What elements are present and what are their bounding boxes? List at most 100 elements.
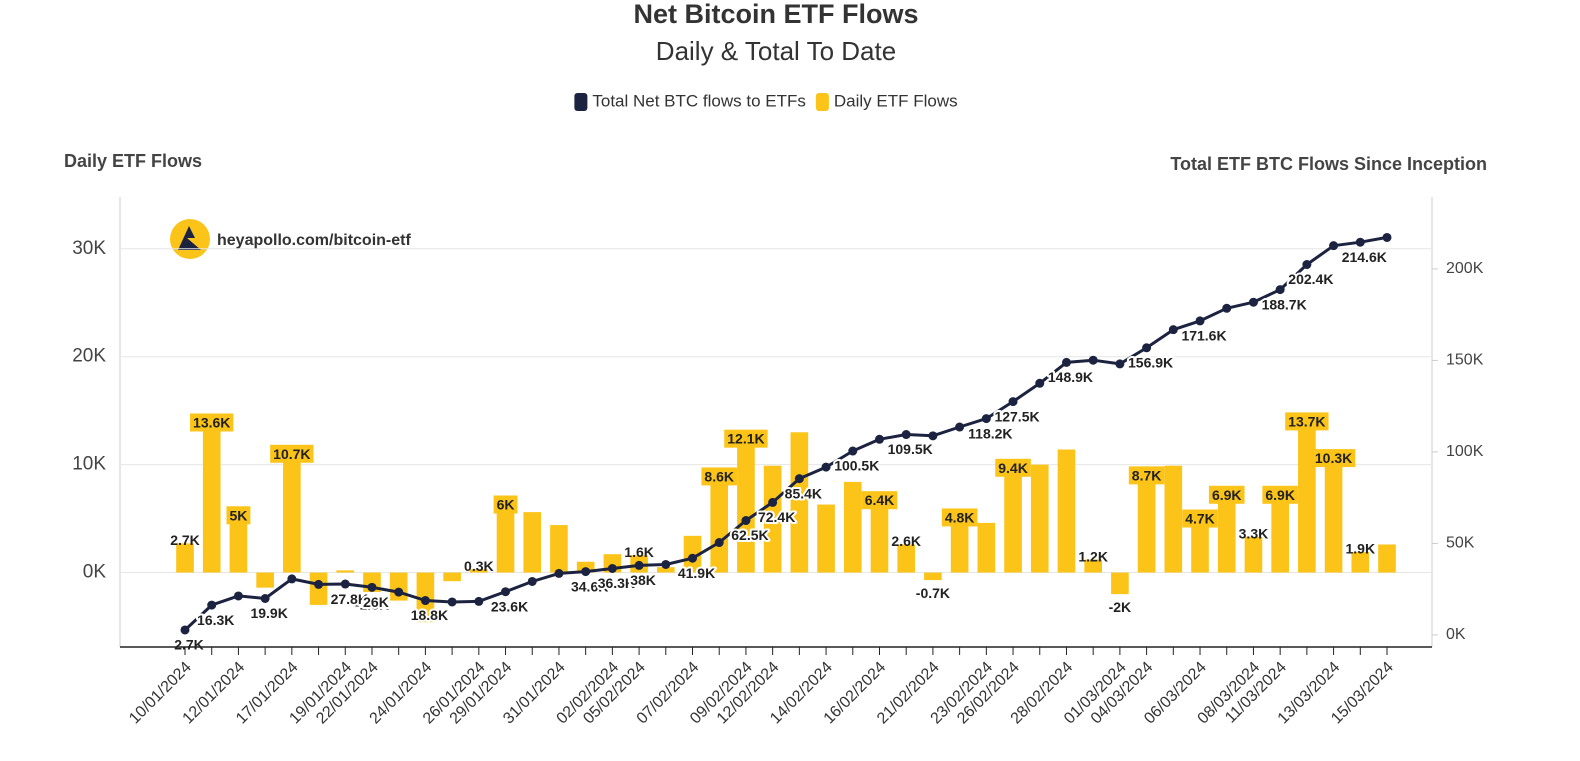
bar (1030, 464, 1049, 573)
line-data-label: 27.8K (331, 591, 368, 607)
bar (843, 481, 862, 573)
line-data-label: 85.4K (785, 485, 822, 501)
line-series (180, 232, 1392, 635)
bar (550, 525, 568, 573)
bar (1111, 572, 1129, 595)
bar-data-label-bg (861, 491, 898, 510)
line-marker (794, 474, 804, 484)
bar-data-label: 4.7K (1185, 511, 1215, 527)
bar (1057, 449, 1076, 573)
line-marker (874, 434, 884, 444)
bar-data-label: 2.7K (170, 532, 200, 548)
y-tick-label: 10K (72, 454, 106, 475)
bar (763, 465, 782, 573)
line-marker (1035, 378, 1045, 388)
line-marker (1275, 285, 1285, 295)
line-marker (180, 625, 190, 635)
line-data-label: 148.9K (1048, 369, 1093, 385)
bar (817, 504, 835, 573)
y-tick-label: 0K (83, 562, 107, 583)
bar (229, 518, 248, 573)
watermark-logo (170, 219, 210, 259)
bar-data-label: 9.4K (998, 460, 1028, 476)
y2-tick-label: 200K (1446, 260, 1484, 277)
bar (256, 572, 274, 588)
line-data-label: 34.6K (571, 578, 608, 594)
y2-tick-label: 100K (1446, 443, 1484, 460)
bar (1004, 471, 1022, 573)
bar (1351, 552, 1370, 573)
bar (1378, 544, 1396, 573)
line-data-label: 16.3K (197, 612, 234, 628)
y-tick-label: 20K (72, 346, 106, 367)
line-marker (1195, 316, 1205, 326)
bar (1244, 536, 1263, 573)
watermark: heyapollo.com/bitcoin-etf (170, 219, 411, 259)
line-marker (501, 587, 511, 597)
y-tick-label: 30K (72, 238, 106, 259)
bar (924, 572, 942, 581)
bar-data-label: 10.3K (1315, 450, 1352, 466)
bar (1217, 498, 1236, 573)
bar-data-label-bg (1128, 466, 1165, 485)
bar-data-label-bg (941, 508, 978, 527)
bar-data-label-bg (226, 506, 251, 525)
bar (1298, 424, 1316, 573)
line-data-label: 38K (630, 572, 656, 588)
bar-data-label: -0.7K (916, 585, 950, 601)
line-data-label: 171.6K (1181, 328, 1226, 344)
bar-data-label-bg (724, 429, 768, 448)
line-data-label: 202.4K (1288, 271, 1333, 287)
line-marker (1382, 232, 1392, 242)
line-marker (474, 596, 484, 606)
line-data-label: 18.8K (411, 607, 448, 623)
line-data-label: 156.9K (1128, 354, 1173, 370)
line-marker (287, 574, 297, 584)
line-data-label: 26K (363, 594, 389, 610)
line-marker (1168, 325, 1178, 335)
bar (710, 479, 729, 573)
chart-subtitle: Daily & Total To Date (656, 36, 896, 66)
bar (1084, 559, 1102, 573)
bar-data-label-bg (995, 458, 1031, 477)
bar-data-label: 6K (497, 496, 515, 512)
y2-tick-label: 50K (1446, 535, 1475, 552)
bar-data-label: 13.7K (1288, 413, 1325, 429)
bar-data-label: 4.8K (945, 509, 975, 525)
bar-data-label: 6.9K (1265, 487, 1295, 503)
y-axis-title: Daily ETF Flows (64, 151, 202, 171)
bar-data-label-bg (1182, 509, 1218, 528)
line-marker (367, 582, 377, 592)
legend-swatch (574, 93, 588, 111)
line-data-label: 41.9K (678, 565, 715, 581)
line-data-label: 36.3K (598, 575, 635, 591)
bar-data-label: 3.3K (1239, 526, 1269, 542)
line-marker (688, 553, 698, 563)
line-marker (981, 414, 991, 424)
line-marker (1008, 397, 1018, 407)
bar-data-label-bg (1285, 412, 1329, 431)
bar (443, 572, 461, 582)
line-marker (821, 462, 831, 472)
bar (950, 520, 969, 573)
legend: Total Net BTC flows to ETFs Daily ETF Flo… (574, 91, 958, 111)
bar (790, 432, 809, 573)
bar (870, 503, 889, 573)
line-marker (1088, 355, 1098, 365)
line-marker (1115, 359, 1125, 369)
line-marker (340, 579, 350, 589)
line-marker (394, 587, 404, 597)
bar-data-label-bg (701, 467, 738, 486)
line-marker (314, 579, 324, 589)
bar (737, 441, 755, 573)
line-data-label: 72.4K (758, 509, 795, 525)
line-data-label: 214.6K (1342, 249, 1387, 265)
line-marker (741, 516, 751, 526)
line-marker (634, 560, 644, 570)
bar-data-label: 12.1K (727, 431, 764, 447)
line-data-label: 62.5K (731, 527, 768, 543)
line-marker (768, 497, 778, 507)
bar-data-label: 6.9K (1212, 487, 1242, 503)
legend-label: Total Net BTC flows to ETFs (592, 91, 806, 110)
line-data-label: 19.9K (250, 605, 287, 621)
